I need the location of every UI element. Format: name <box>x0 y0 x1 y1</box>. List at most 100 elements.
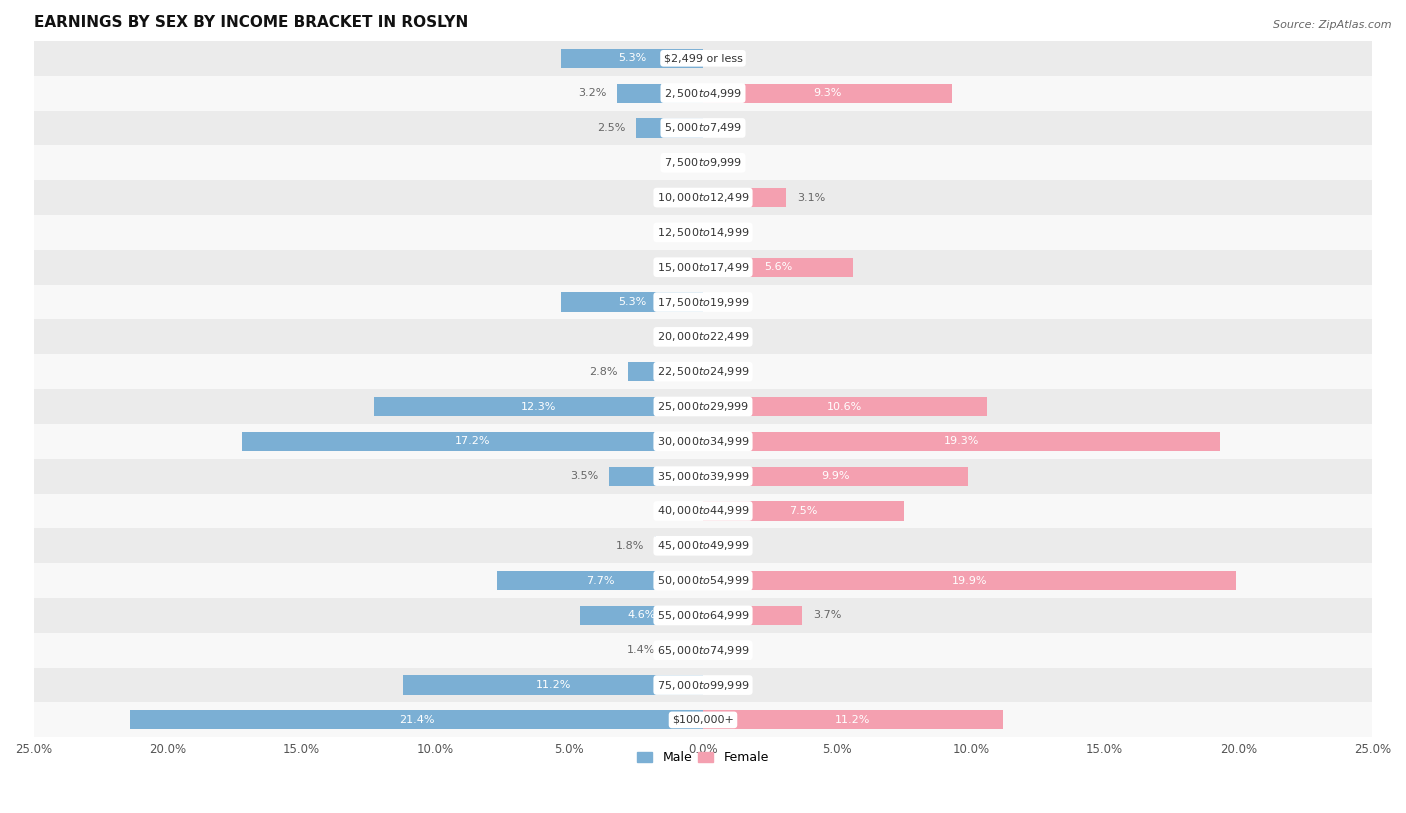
Text: 0.0%: 0.0% <box>714 367 742 376</box>
Text: 0.0%: 0.0% <box>714 297 742 307</box>
Bar <box>34 320 1372 354</box>
Text: 2.5%: 2.5% <box>598 123 626 133</box>
Text: 17.2%: 17.2% <box>456 437 491 446</box>
Text: $55,000 to $64,999: $55,000 to $64,999 <box>657 609 749 622</box>
Bar <box>34 76 1372 111</box>
Text: 0.0%: 0.0% <box>664 228 692 237</box>
Bar <box>703 502 904 520</box>
Text: $65,000 to $74,999: $65,000 to $74,999 <box>657 644 749 657</box>
Bar <box>655 537 703 555</box>
Text: 0.0%: 0.0% <box>714 541 742 550</box>
Text: $25,000 to $29,999: $25,000 to $29,999 <box>657 400 749 413</box>
Bar <box>34 563 1372 598</box>
Text: 0.0%: 0.0% <box>714 680 742 690</box>
Text: 0.0%: 0.0% <box>664 506 692 516</box>
Text: Source: ZipAtlas.com: Source: ZipAtlas.com <box>1274 20 1392 30</box>
Text: 5.3%: 5.3% <box>617 297 647 307</box>
Text: 21.4%: 21.4% <box>399 715 434 725</box>
Bar <box>34 598 1372 633</box>
Text: 0.0%: 0.0% <box>714 54 742 63</box>
Text: 11.2%: 11.2% <box>536 680 571 690</box>
Text: $15,000 to $17,499: $15,000 to $17,499 <box>657 261 749 274</box>
Text: EARNINGS BY SEX BY INCOME BRACKET IN ROSLYN: EARNINGS BY SEX BY INCOME BRACKET IN ROS… <box>34 15 468 30</box>
Bar <box>34 41 1372 76</box>
Text: $45,000 to $49,999: $45,000 to $49,999 <box>657 539 749 552</box>
Bar <box>34 146 1372 180</box>
Bar <box>628 362 703 381</box>
Text: $75,000 to $99,999: $75,000 to $99,999 <box>657 679 749 692</box>
Text: $12,500 to $14,999: $12,500 to $14,999 <box>657 226 749 239</box>
Text: 7.5%: 7.5% <box>789 506 818 516</box>
Bar <box>703 84 952 102</box>
Text: 11.2%: 11.2% <box>835 715 870 725</box>
Text: $50,000 to $54,999: $50,000 to $54,999 <box>657 574 749 587</box>
Bar <box>617 84 703 102</box>
Text: 0.0%: 0.0% <box>714 228 742 237</box>
Text: 4.6%: 4.6% <box>627 611 655 620</box>
Text: 0.0%: 0.0% <box>664 332 692 341</box>
Bar <box>561 293 703 311</box>
Text: 0.0%: 0.0% <box>664 158 692 167</box>
Text: 9.9%: 9.9% <box>821 472 849 481</box>
Text: $10,000 to $12,499: $10,000 to $12,499 <box>657 191 749 204</box>
Text: 2.8%: 2.8% <box>589 367 617 376</box>
Bar <box>34 180 1372 215</box>
Bar <box>34 528 1372 563</box>
Bar <box>34 702 1372 737</box>
Text: 0.0%: 0.0% <box>664 263 692 272</box>
Text: $5,000 to $7,499: $5,000 to $7,499 <box>664 121 742 134</box>
Bar <box>34 459 1372 493</box>
Bar <box>703 397 987 416</box>
Legend: Male, Female: Male, Female <box>633 746 773 769</box>
Text: $22,500 to $24,999: $22,500 to $24,999 <box>657 365 749 378</box>
Text: 12.3%: 12.3% <box>520 402 555 411</box>
Text: 3.1%: 3.1% <box>797 193 825 202</box>
Bar <box>665 641 703 660</box>
Text: 10.6%: 10.6% <box>827 402 862 411</box>
Bar <box>34 633 1372 667</box>
Text: 0.0%: 0.0% <box>714 123 742 133</box>
Text: 3.5%: 3.5% <box>571 472 599 481</box>
Bar <box>34 250 1372 285</box>
Text: $2,500 to $4,999: $2,500 to $4,999 <box>664 87 742 100</box>
Text: $20,000 to $22,499: $20,000 to $22,499 <box>657 330 749 343</box>
Bar <box>636 119 703 137</box>
Text: 0.0%: 0.0% <box>714 332 742 341</box>
Text: $2,499 or less: $2,499 or less <box>664 54 742 63</box>
Text: $7,500 to $9,999: $7,500 to $9,999 <box>664 156 742 169</box>
Text: $30,000 to $34,999: $30,000 to $34,999 <box>657 435 749 448</box>
Bar <box>34 285 1372 320</box>
Text: 3.7%: 3.7% <box>813 611 841 620</box>
Text: 3.2%: 3.2% <box>578 88 606 98</box>
Text: $100,000+: $100,000+ <box>672 715 734 725</box>
Bar <box>561 49 703 67</box>
Bar <box>242 432 703 451</box>
Text: 19.3%: 19.3% <box>943 437 979 446</box>
Text: 19.9%: 19.9% <box>952 576 987 585</box>
Bar <box>34 215 1372 250</box>
Bar <box>703 467 969 485</box>
Bar <box>404 676 703 694</box>
Text: 5.3%: 5.3% <box>617 54 647 63</box>
Text: 7.7%: 7.7% <box>586 576 614 585</box>
Bar <box>374 397 703 416</box>
Text: $17,500 to $19,999: $17,500 to $19,999 <box>657 296 749 309</box>
Text: 0.0%: 0.0% <box>714 158 742 167</box>
Bar <box>496 571 703 590</box>
Bar <box>34 424 1372 459</box>
Text: $35,000 to $39,999: $35,000 to $39,999 <box>657 470 749 483</box>
Bar <box>703 606 801 625</box>
Text: 9.3%: 9.3% <box>813 88 842 98</box>
Text: 0.0%: 0.0% <box>664 193 692 202</box>
Text: 1.8%: 1.8% <box>616 541 644 550</box>
Bar <box>34 667 1372 702</box>
Bar <box>703 711 1002 729</box>
Text: 1.4%: 1.4% <box>627 646 655 655</box>
Bar <box>34 111 1372 146</box>
Bar <box>34 354 1372 389</box>
Bar <box>34 389 1372 424</box>
Bar <box>703 258 853 276</box>
Bar <box>34 493 1372 528</box>
Text: 0.0%: 0.0% <box>714 646 742 655</box>
Bar <box>703 188 786 207</box>
